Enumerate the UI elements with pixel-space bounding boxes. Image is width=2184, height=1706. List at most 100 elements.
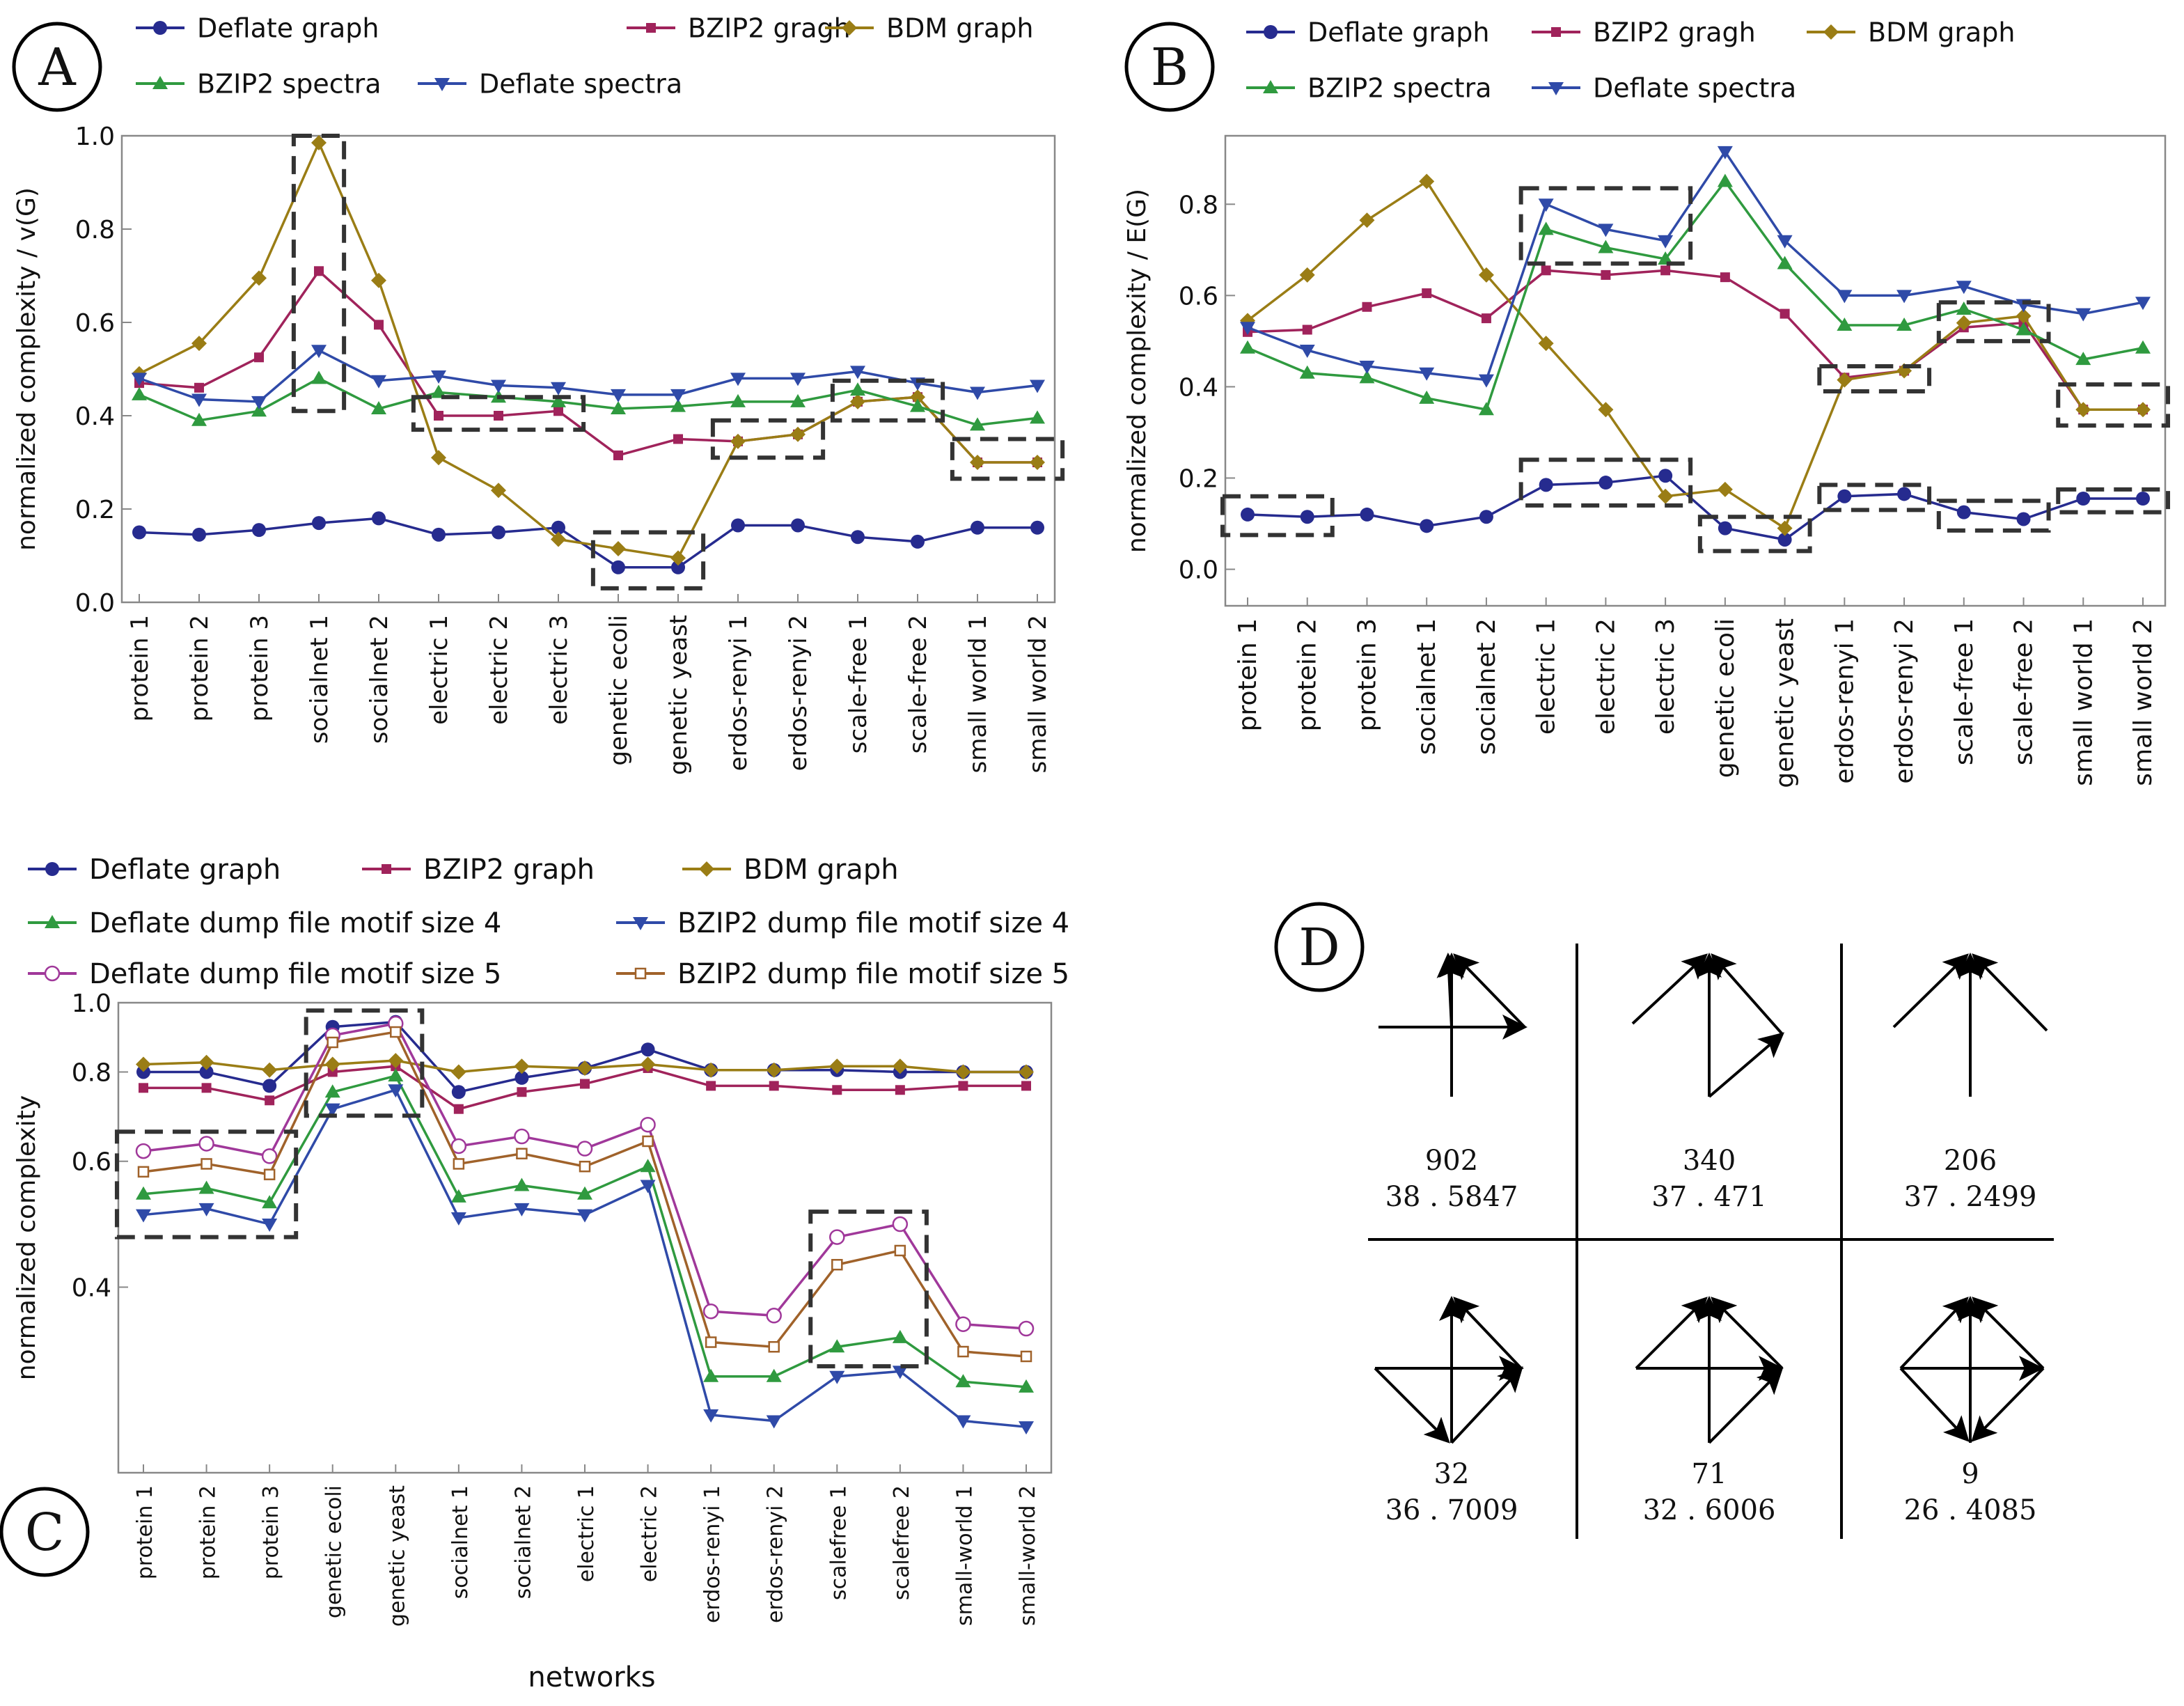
panel-b-series-4-point <box>1240 322 1255 336</box>
panel-a-highlight-box-1 <box>411 395 586 432</box>
panel-d-label: D <box>1298 918 1340 978</box>
panel-b-series-2-point <box>1299 267 1315 283</box>
panel-c-series-6-point <box>579 1160 591 1173</box>
panel-b-xtick-label: protein 3 <box>1353 618 1381 731</box>
panel-a-series-0-point <box>731 518 745 533</box>
panel-a-series-4-point <box>132 373 147 386</box>
panel-c-series-3-point <box>640 1159 656 1173</box>
panel-a-ytick-label: 1.0 <box>75 123 115 151</box>
panel-a-series-0-point <box>1030 520 1044 535</box>
panel-b-series-4-point <box>1538 198 1554 212</box>
panel-a-ytick-label: 0.4 <box>75 402 115 431</box>
panel-c-xtick-label: erdos-renyi 2 <box>764 1485 788 1623</box>
panel-c-series-6-point <box>831 1258 843 1271</box>
panel-a-xtick-label: scale-free 1 <box>844 615 872 753</box>
panel-a-xtick-label: electric 3 <box>545 615 573 725</box>
panel-b-series-0-point <box>1956 505 1971 519</box>
panel-c-series-3-point <box>262 1195 278 1209</box>
panel-a-series-2-point <box>611 540 626 556</box>
panel-a-xtick-label: genetic yeast <box>665 615 693 775</box>
panel-d-label-circle <box>1274 902 1365 992</box>
panel-b-series-3-point <box>1837 317 1853 331</box>
panel-b-plot: 0.0 0.2 0.4 0.6 0.8 normalized complexity / E… <box>1123 134 2171 788</box>
panel-b-series-2-point <box>1837 372 1853 388</box>
panel-a-series-2-point <box>730 433 746 449</box>
panel-b-series-4-point <box>1717 146 1733 159</box>
legend-b-1-marker <box>1551 27 1561 37</box>
panel-a-frame <box>120 134 1056 604</box>
panel-a-series-2-point <box>551 531 566 547</box>
panel-c-series-2-point <box>955 1064 971 1080</box>
panel-b-xtick-label: genetic yeast <box>1771 618 1800 788</box>
panel-a-series-4-point <box>850 366 865 379</box>
panel-c-series-6-point <box>390 1026 402 1038</box>
panel-c-series-5-point <box>1018 1320 1035 1337</box>
panel-b-series-4-point <box>1956 281 1972 295</box>
panel-a-series-3-point <box>371 400 386 414</box>
panel-b-ytick-label: 0.6 <box>1179 282 1218 311</box>
panel-b-series-3-point <box>1658 251 1674 265</box>
panel-a-series-0-point <box>252 523 266 538</box>
panel-b-series-3-point <box>2075 352 2091 366</box>
panel-c-series-3-point <box>450 1189 466 1203</box>
panel-a-series-0-point <box>192 527 206 542</box>
panel-b-xtick-label: small world 1 <box>2069 618 2098 786</box>
panel-a-ytick-label: 0.6 <box>75 309 115 338</box>
panel-a-series-2-point <box>970 455 985 470</box>
panel-b-series-0-point <box>1837 489 1852 503</box>
panel-c-series-4-point <box>324 1103 340 1117</box>
motif-3-score: 37 . 2499 <box>1904 1181 2037 1213</box>
panel-c-series-5-point <box>766 1308 782 1324</box>
legend-b-4-label: Deflate spectra <box>1593 72 1796 103</box>
panel-c-series-5-point <box>892 1216 909 1232</box>
panel-a-ytick-label: 0.8 <box>75 216 115 244</box>
panel-b-highlight-box-3 <box>1697 515 1812 554</box>
panel-c-series-4-point <box>388 1084 404 1098</box>
legend-c-0-label: Deflate graph <box>89 854 281 886</box>
panel-c-series-6-point <box>327 1036 338 1049</box>
legend-c-6-marker <box>634 967 647 980</box>
panel-a-series-3-point <box>970 417 985 431</box>
panel-b: B Deflate graph BZIP2 gragh BDM graph BZIP2… <box>1123 17 2171 788</box>
panel-c-series-5-point <box>198 1136 214 1152</box>
panel-c-series-1-point <box>327 1067 338 1077</box>
motif-3-count: 206 <box>1944 1145 1997 1177</box>
panel-c-series-3-point <box>766 1368 782 1382</box>
panel-a-series-4-point <box>730 373 746 386</box>
panel-a-series-4-point <box>670 389 686 402</box>
panel-c-series-6-point <box>642 1135 654 1148</box>
panel-c-series-3-point <box>703 1368 719 1382</box>
panel-c-series-5-point <box>829 1229 845 1245</box>
panel-c-series-1-point <box>265 1095 275 1106</box>
motif-2-count: 340 <box>1683 1145 1736 1177</box>
panel-b-highlight-box-8 <box>2056 382 2171 428</box>
panel-b-xtick-label: erdos-renyi 1 <box>1830 618 1859 784</box>
panel-c-series-1-point <box>895 1085 905 1095</box>
panel-b-series-2-point <box>1777 520 1793 536</box>
legend-a-2-marker <box>842 20 857 36</box>
motif-6-score: 26 . 4085 <box>1904 1494 2037 1526</box>
panel-c-series-6-point <box>705 1336 717 1348</box>
panel-c-series-1-point <box>769 1081 779 1091</box>
panel-c-series-6-point <box>1020 1350 1032 1363</box>
panel-a-series-3-point <box>431 384 446 398</box>
panel-b-series-0-point <box>2136 491 2150 506</box>
panel-c-series-1-point <box>139 1083 148 1093</box>
panel-c-ytick-label: 0.8 <box>72 1058 111 1087</box>
panel-c-series-3-point <box>892 1329 908 1343</box>
legend-b-0-label: Deflate graph <box>1307 17 1489 47</box>
panel-c-series-0-point <box>199 1065 214 1079</box>
panel-b-label-circle <box>1124 22 1215 112</box>
panel-b-series-0-point <box>1479 510 1493 524</box>
panel-a-series-3-point <box>730 393 746 407</box>
panel-c-series-2-point <box>136 1056 151 1072</box>
panel-c-series-2-point <box>703 1062 719 1078</box>
panel-b-series-1-line <box>1247 269 2143 411</box>
panel-a-highlight-box-0 <box>291 134 347 414</box>
panel-a-series-3-point <box>132 386 147 400</box>
panel-b-series-1-point <box>1362 302 1372 312</box>
panel-c: C Deflate graph BZIP2 graph BDM graphDefla… <box>0 854 1069 1693</box>
panel-b-ylabel: normalized complexity / E(G) <box>1123 189 1152 553</box>
panel-c-series-3-point <box>955 1374 971 1388</box>
panel-a-series-3-point <box>311 370 327 384</box>
